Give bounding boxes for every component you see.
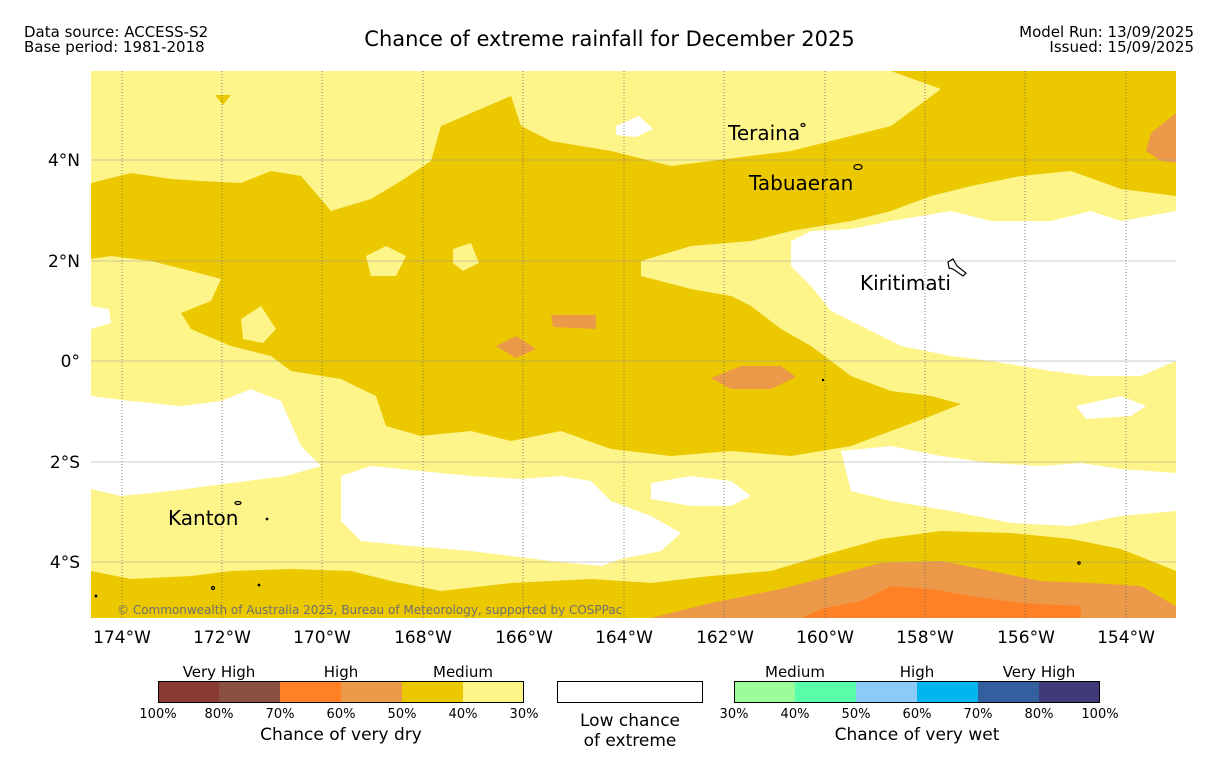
- wet-category-very-high: Very High: [1002, 663, 1076, 681]
- wet-tick-30: 30%: [719, 707, 749, 722]
- low-chance-line-2: of extreme: [583, 731, 677, 751]
- islet-4: [1077, 561, 1081, 565]
- wet-tick-70: 70%: [963, 707, 993, 722]
- dry-tick-100: 100%: [139, 707, 177, 722]
- lon-label-166w: 166°W: [495, 628, 553, 648]
- wet-swatch-2: [795, 681, 856, 703]
- kiritimati-island: [947, 258, 967, 277]
- lon-label-162w: 162°W: [696, 628, 754, 648]
- dry-tick-50: 50%: [387, 707, 417, 722]
- map-region-low-chance-kiritimati: [791, 211, 1176, 376]
- wet-swatch-1: [734, 681, 795, 703]
- lat-label-2n: 2°N: [47, 252, 80, 272]
- map-region-high-dry-2: [551, 315, 596, 329]
- lat-label-2s: 2°S: [49, 453, 80, 473]
- dry-swatch-6: [463, 681, 524, 703]
- islet-5: [821, 378, 825, 382]
- map-region-low-chance-west-small: [91, 306, 111, 329]
- map-region-low-chance-kanton: [91, 389, 321, 496]
- dry-swatch-2: [219, 681, 280, 703]
- dry-category-medium: Medium: [433, 663, 493, 681]
- map-region-high-dry-1: [496, 336, 536, 358]
- map-region-medium-dry-top-patch: [215, 95, 231, 105]
- data-source-label: Data source: ACCESS-S2: [24, 23, 209, 41]
- low-chance-swatch: [557, 681, 703, 703]
- wet-swatch-3: [856, 681, 917, 703]
- graticule: [121, 71, 1127, 618]
- low-chance-label: Low chance of extreme: [550, 711, 710, 751]
- dry-tick-70: 70%: [265, 707, 295, 722]
- lon-label-164w: 164°W: [595, 628, 653, 648]
- islet-2: [210, 585, 216, 591]
- lon-label-156w: 156°W: [997, 628, 1055, 648]
- wet-tick-50: 50%: [841, 707, 871, 722]
- lon-label-158w: 158°W: [896, 628, 954, 648]
- model-run-label: Model Run: 13/09/2025: [1019, 23, 1194, 41]
- low-chance-line-1: Low chance: [580, 711, 680, 731]
- place-label-kiritimati: Kiritimati: [860, 271, 951, 295]
- map-region-high-dry-3: [711, 366, 796, 389]
- dry-tick-80: 80%: [204, 707, 234, 722]
- map-region-low-chance-central-south: [341, 466, 681, 566]
- lon-label-172w: 172°W: [193, 628, 251, 648]
- wet-swatch-6: [1039, 681, 1100, 703]
- lon-label-160w: 160°W: [796, 628, 854, 648]
- map-region-medium-dry-main: [91, 71, 1176, 456]
- islet-1: [265, 517, 269, 521]
- lat-label-0: 0°: [60, 352, 80, 372]
- lon-label-174w: 174°W: [93, 628, 151, 648]
- wet-tick-40: 40%: [780, 707, 810, 722]
- lon-label-154w: 154°W: [1097, 628, 1155, 648]
- wet-tick-80: 80%: [1024, 707, 1054, 722]
- lon-label-170w: 170°W: [293, 628, 351, 648]
- graticule-lat: [91, 159, 1176, 563]
- dry-swatch-5: [402, 681, 463, 703]
- place-label-teraina: Teraina: [728, 121, 801, 145]
- issued-label: Issued: 15/09/2025: [1049, 38, 1194, 56]
- map-region-pale-patch-2: [453, 243, 479, 271]
- map-region-high-dry-strong: [801, 586, 1081, 618]
- dry-legend-title: Chance of very dry: [260, 725, 422, 745]
- place-label-tabuaeran: Tabuaeran: [749, 171, 854, 195]
- islet-3: [257, 583, 261, 587]
- map-region-low-chance-north-patch: [616, 116, 653, 137]
- wet-swatch-4: [917, 681, 978, 703]
- island-outlines: [94, 122, 1081, 598]
- map-title: Chance of extreme rainfall for December …: [364, 27, 855, 51]
- dry-category-very-high: Very High: [182, 663, 256, 681]
- dry-swatch-1: [158, 681, 219, 703]
- wet-category-medium: Medium: [765, 663, 825, 681]
- teraina-island: [800, 122, 806, 128]
- base-period-label: Base period: 1981-2018: [24, 38, 205, 56]
- dry-legend-frame: [158, 681, 524, 703]
- place-label-kanton: Kanton: [168, 506, 239, 530]
- map-region-low-chance-east-equator: [1076, 396, 1146, 419]
- wet-swatch-5: [978, 681, 1039, 703]
- copyright-notice: © Commonwealth of Australia 2025, Bureau…: [117, 603, 623, 617]
- kanton-island: [234, 500, 242, 506]
- wet-legend-frame: [734, 681, 1100, 703]
- map-region-high-dry-4: [1146, 113, 1176, 163]
- dry-tick-60: 60%: [326, 707, 356, 722]
- dry-tick-30: 30%: [509, 707, 539, 722]
- wet-category-high: High: [899, 663, 935, 681]
- map-region-low-chance-south-mid: [651, 476, 751, 506]
- lat-label-4s: 4°S: [49, 553, 80, 573]
- lon-label-168w: 168°W: [394, 628, 452, 648]
- dry-swatch-4: [341, 681, 402, 703]
- wet-tick-60: 60%: [902, 707, 932, 722]
- lat-label-4n: 4°N: [47, 151, 80, 171]
- map-region-pale-patch-3: [241, 306, 276, 343]
- dry-swatch-3: [280, 681, 341, 703]
- islet-6: [94, 594, 98, 598]
- wet-tick-100: 100%: [1081, 707, 1119, 722]
- tabuaeran-island: [853, 163, 863, 171]
- dry-category-high: High: [323, 663, 359, 681]
- rainfall-map: [91, 71, 1176, 618]
- wet-legend-title: Chance of very wet: [834, 725, 1000, 745]
- dry-tick-40: 40%: [448, 707, 478, 722]
